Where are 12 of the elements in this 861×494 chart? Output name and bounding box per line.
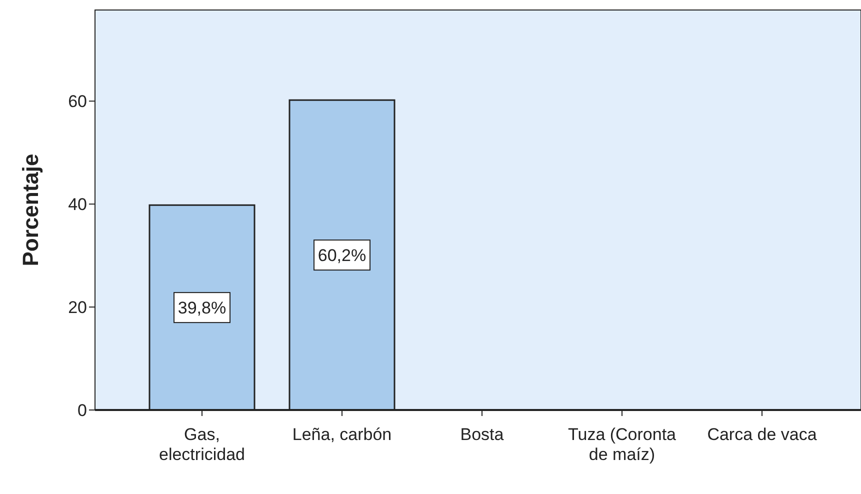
y-tick-label: 0: [78, 400, 87, 420]
y-axis-title: Porcentaje: [18, 154, 43, 266]
x-tick-label: Bosta: [460, 425, 504, 444]
data-label: 60,2%: [318, 246, 366, 265]
x-tick-label: Gas, electricidad: [159, 425, 245, 464]
x-tick-label: Tuza (Coronta de maíz): [568, 425, 677, 464]
y-tick-label: 20: [68, 298, 87, 317]
data-label: 39,8%: [178, 298, 226, 318]
x-tick-label: Carca de vaca: [707, 425, 818, 444]
x-tick-label: Leña, carbón: [292, 425, 392, 444]
y-tick-label: 40: [68, 195, 87, 214]
y-tick-label: 60: [68, 92, 87, 112]
